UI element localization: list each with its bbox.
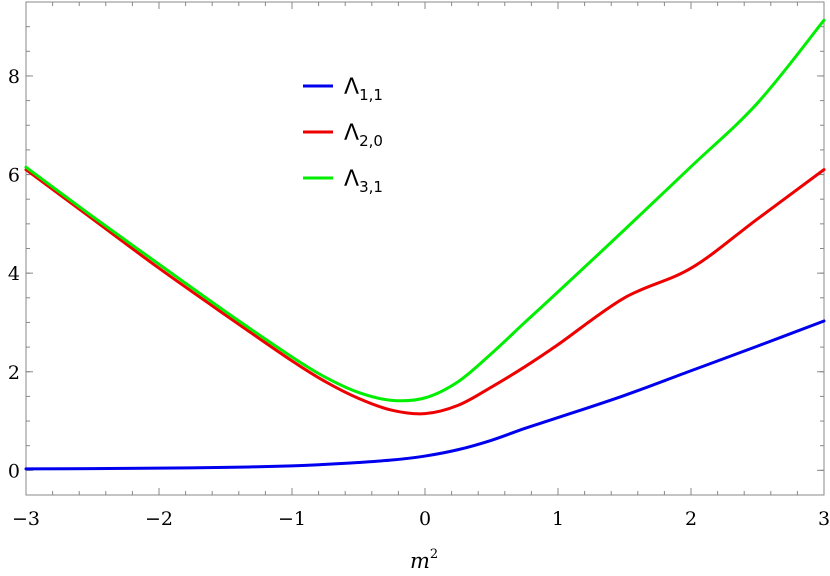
series-layer [24, 18, 826, 471]
y-tick-label: 8 [8, 66, 20, 88]
x-tick-label: −2 [145, 508, 173, 530]
legend-label: Λ3,1 [344, 167, 383, 196]
x-axis-title: m2 [410, 547, 438, 573]
y-tick-label: 0 [8, 460, 20, 482]
x-tick-label: 3 [818, 508, 830, 530]
series-line-1 [24, 319, 826, 471]
x-axis: −3 −2 −1 0 1 2 3 [12, 2, 830, 530]
legend-label: Λ2,0 [344, 121, 383, 150]
x-tick-label: 2 [685, 508, 697, 530]
y-tick-label: 2 [8, 362, 20, 384]
x-tick-label: −3 [12, 508, 40, 530]
x-tick-label: 0 [419, 508, 431, 530]
series-line-2 [24, 168, 826, 416]
x-tick-label: 1 [552, 508, 564, 530]
y-axis: 0 2 4 6 8 [8, 26, 824, 482]
x-tick-label: −1 [278, 508, 306, 530]
legend-label: Λ1,1 [344, 75, 383, 104]
legend: Λ1,1 Λ2,0 Λ3,1 [303, 75, 383, 196]
series-line-3 [24, 18, 826, 403]
plot-frame [25, 1, 825, 496]
y-tick-label: 6 [8, 165, 20, 187]
y-tick-label: 4 [8, 263, 20, 285]
